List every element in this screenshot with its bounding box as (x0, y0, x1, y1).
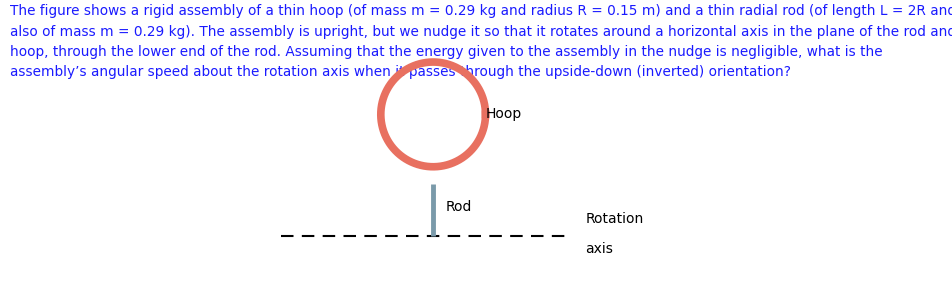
Text: Hoop: Hoop (486, 108, 522, 121)
Text: axis: axis (585, 242, 613, 256)
Text: The figure shows a rigid assembly of a thin hoop (of mass m = 0.29 kg and radius: The figure shows a rigid assembly of a t… (10, 5, 952, 79)
Text: Rotation: Rotation (585, 212, 644, 226)
Text: Rod: Rod (446, 200, 472, 214)
